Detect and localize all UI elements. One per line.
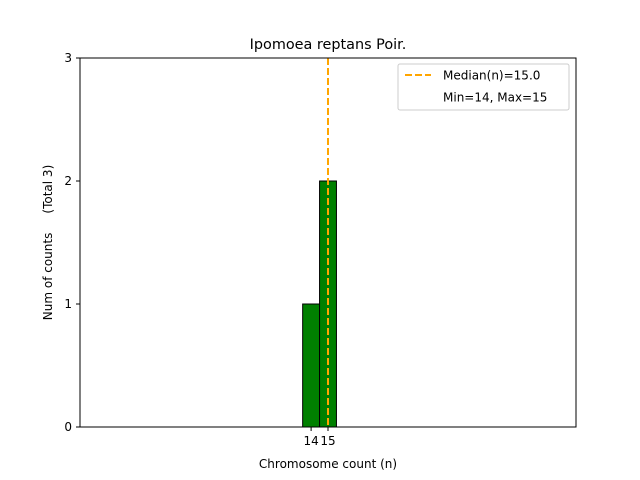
y-axis: 0 1 2 3: [64, 51, 80, 434]
y-tick-label-3: 3: [64, 51, 72, 65]
legend-entry-median: Median(n)=15.0: [443, 69, 540, 83]
x-axis: 14 15: [303, 427, 336, 448]
plot-frame: [79, 57, 577, 428]
x-axis-label: Chromosome count (n): [259, 457, 397, 471]
y-tick-label-0: 0: [64, 420, 72, 434]
x-tick-label-15: 15: [320, 434, 335, 448]
legend: Median(n)=15.0 Min=14, Max=15: [397, 63, 570, 111]
y-tick-label-2: 2: [64, 174, 72, 188]
bars: [302, 180, 337, 428]
x-tick-label-14: 14: [303, 434, 318, 448]
bar-14: [302, 303, 321, 428]
chart-title: Ipomoea reptans Poir.: [250, 37, 407, 53]
legend-entry-minmax: Min=14, Max=15: [443, 91, 547, 105]
y-tick-label-1: 1: [64, 297, 72, 311]
legend-frame: [397, 63, 570, 111]
y-axis-label: Num of counts (Total 3): [41, 165, 55, 320]
